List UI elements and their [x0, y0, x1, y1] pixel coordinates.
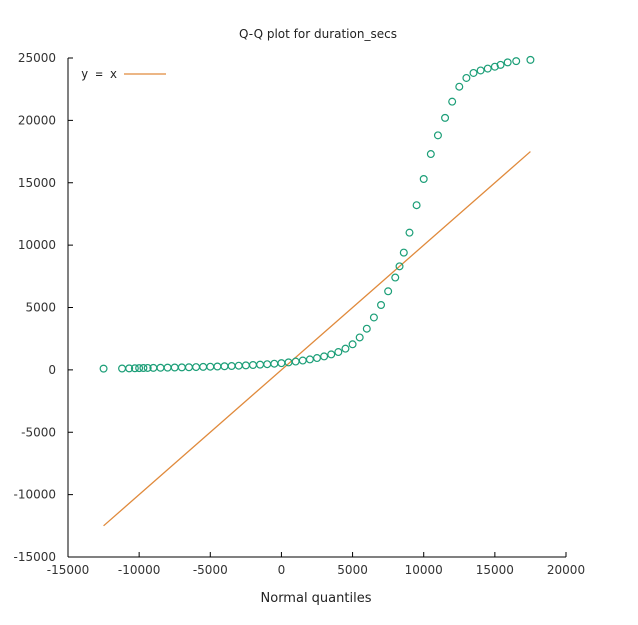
data-point [256, 360, 265, 369]
data-point [213, 362, 222, 371]
data-point [163, 363, 172, 372]
y-tick-label: 15000 [18, 176, 56, 190]
data-point [313, 354, 322, 363]
data-point [270, 359, 279, 368]
x-tick-label: 5000 [337, 563, 368, 577]
data-point [277, 359, 286, 368]
axes: -15000 -10000 -5000 0 5000 10000 15000 20000 -15… [13, 51, 585, 577]
data-point [412, 201, 421, 210]
data-point [441, 113, 450, 122]
y-tick-label: 0 [48, 363, 56, 377]
x-tick-label: -10000 [118, 563, 161, 577]
data-point [263, 360, 272, 369]
chart-title: Q-Q plot for duration_secs [239, 27, 397, 41]
data-point [177, 363, 186, 372]
data-point [483, 64, 492, 73]
data-point [377, 301, 386, 310]
data-point [184, 363, 193, 372]
data-point [426, 150, 435, 159]
data-point [512, 57, 521, 66]
data-point [241, 361, 250, 370]
y-tick-label: 20000 [18, 113, 56, 127]
y-tick-label: 5000 [25, 301, 56, 315]
data-point [125, 364, 134, 373]
data-point [469, 68, 478, 77]
points-group [99, 55, 535, 373]
data-point [362, 324, 371, 333]
data-point [227, 362, 236, 371]
y-tick-label: -5000 [21, 425, 56, 439]
x-tick-label: 0 [278, 563, 286, 577]
data-point [355, 333, 364, 342]
data-point [334, 348, 343, 357]
data-point [139, 364, 148, 373]
data-point [496, 60, 505, 69]
reference-line-group [103, 151, 531, 527]
y-tick-label: -15000 [13, 550, 56, 564]
data-point [298, 356, 307, 365]
data-point [220, 362, 229, 371]
data-point [490, 62, 499, 71]
x-tick-label: -15000 [47, 563, 90, 577]
data-point [143, 363, 152, 372]
legend-label: y = x [81, 67, 117, 81]
data-point [476, 66, 485, 75]
x-tick-label: 20000 [547, 563, 585, 577]
data-point [369, 313, 378, 322]
data-point [433, 131, 442, 140]
y-tick-label: 25000 [18, 51, 56, 65]
data-point [130, 364, 139, 373]
data-point [135, 364, 144, 373]
data-point [391, 273, 400, 282]
data-point [199, 362, 208, 371]
y-tick-label: -10000 [13, 488, 56, 502]
data-point [320, 352, 329, 361]
data-point [341, 344, 350, 353]
x-tick-label: 10000 [405, 563, 443, 577]
data-point [99, 364, 108, 373]
data-point [156, 363, 165, 372]
data-point [395, 262, 404, 271]
data-point [305, 355, 314, 364]
data-point [248, 361, 257, 370]
y-tick-label: 10000 [18, 238, 56, 252]
data-point [234, 361, 243, 370]
data-point [419, 175, 428, 184]
legend: y = x [81, 67, 166, 81]
data-point [118, 364, 127, 373]
data-point [192, 363, 201, 372]
data-point [348, 340, 357, 349]
data-point [206, 362, 215, 371]
reference-line-y-equals-x [103, 151, 531, 527]
data-point [399, 248, 408, 257]
x-axis-title: Normal quantiles [261, 591, 372, 606]
data-point [455, 82, 464, 91]
x-tick-label: 15000 [476, 563, 514, 577]
data-point [526, 55, 535, 64]
data-point [448, 97, 457, 106]
data-point [291, 357, 300, 366]
data-point [170, 363, 179, 372]
data-point [405, 228, 414, 237]
data-point [327, 350, 336, 359]
data-point [384, 287, 393, 296]
data-point [503, 58, 512, 67]
x-tick-label: -5000 [193, 563, 228, 577]
data-point [462, 73, 471, 82]
